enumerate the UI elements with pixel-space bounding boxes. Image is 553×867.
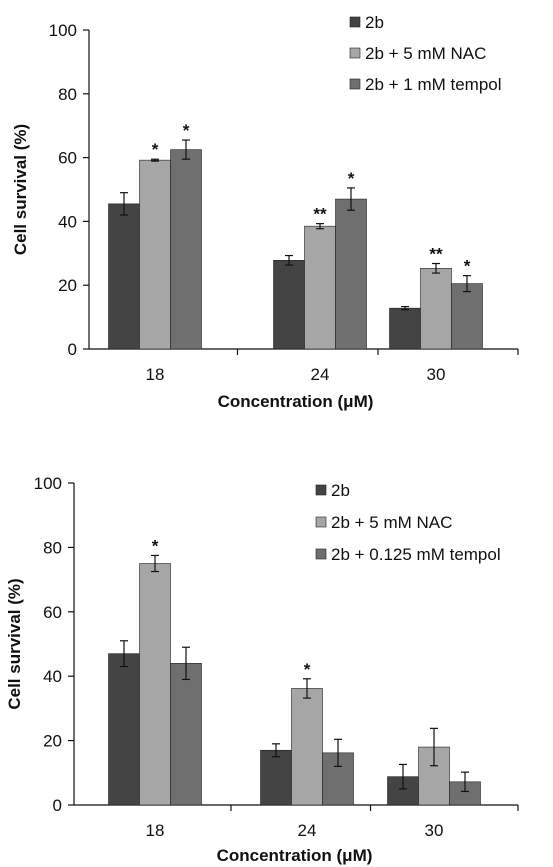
legend-swatch — [315, 516, 327, 528]
y-tick-label: 80 — [43, 538, 62, 557]
bar — [170, 149, 202, 350]
significance-label: * — [152, 536, 159, 555]
x-axis-title: Concentration (μM) — [217, 846, 373, 865]
y-tick-label: 80 — [58, 85, 77, 104]
legend-label: 2b — [331, 481, 350, 500]
chart-panel-2: 0 20 40 60 80 100 18 24 30 * * Cell survival (%) Con… — [5, 474, 519, 865]
bar — [260, 749, 292, 806]
y-tick-label: 0 — [53, 796, 62, 815]
y-tick-label: 40 — [43, 667, 62, 686]
y-tick-label: 100 — [49, 21, 77, 40]
legend-label: 2b + 1 mM tempol — [365, 75, 502, 94]
bar — [451, 283, 483, 350]
significance-label: * — [304, 660, 311, 679]
bar — [304, 225, 336, 350]
significance-label: * — [464, 257, 471, 276]
legend-swatch — [315, 484, 327, 496]
legend: 2b 2b + 5 mM NAC 2b + 1 mM tempol — [349, 13, 502, 94]
bar — [273, 260, 305, 350]
x-tick-label: 30 — [427, 365, 446, 384]
legend-swatch — [349, 78, 361, 90]
x-tick-label: 18 — [146, 365, 165, 384]
legend-swatch — [349, 47, 361, 59]
legend-swatch — [315, 548, 327, 560]
x-tick-label: 30 — [425, 821, 444, 840]
bar — [139, 563, 171, 806]
legend-label: 2b + 0.125 mM tempol — [331, 545, 501, 564]
significance-label: * — [152, 140, 159, 159]
y-tick-label: 100 — [34, 474, 62, 493]
significance-label: * — [183, 121, 190, 140]
legend: 2b 2b + 5 mM NAC 2b + 0.125 mM tempol — [315, 481, 501, 564]
bar — [420, 267, 452, 350]
legend-label: 2b + 5 mM NAC — [365, 44, 486, 63]
bar — [139, 159, 171, 350]
y-tick-label: 0 — [68, 340, 77, 359]
y-axis-title: Cell survival (%) — [11, 124, 30, 255]
bar — [335, 198, 367, 350]
x-tick-label: 24 — [311, 365, 330, 384]
bar — [170, 663, 202, 806]
y-axis-title: Cell survival (%) — [5, 578, 24, 709]
significance-label: * — [348, 169, 355, 188]
y-tick-label: 60 — [58, 149, 77, 168]
legend-swatch — [349, 16, 361, 28]
y-tick-label: 40 — [58, 212, 77, 231]
bar — [389, 307, 421, 350]
significance-label: ** — [429, 245, 443, 264]
y-tick-label: 20 — [43, 732, 62, 751]
bar — [108, 203, 140, 350]
x-tick-label: 24 — [298, 821, 317, 840]
legend-label: 2b + 5 mM NAC — [331, 513, 452, 532]
legend-label: 2b — [365, 13, 384, 32]
x-axis-title: Concentration (μM) — [218, 392, 374, 411]
y-tick-label: 20 — [58, 276, 77, 295]
significance-label: ** — [313, 205, 327, 224]
x-tick-label: 18 — [146, 821, 165, 840]
bar — [108, 653, 140, 806]
bar — [291, 688, 323, 806]
y-tick-label: 60 — [43, 603, 62, 622]
